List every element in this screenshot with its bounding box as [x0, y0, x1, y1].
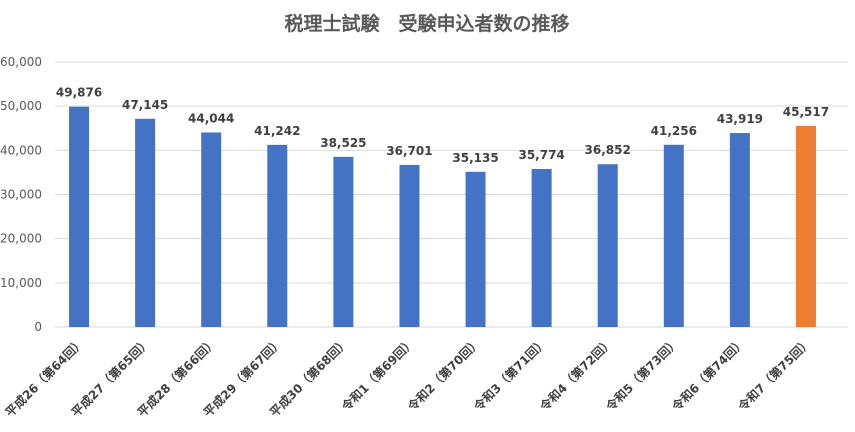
data-label: 38,525 [320, 136, 366, 150]
data-label: 44,044 [188, 111, 234, 125]
y-tick-label: 0 [34, 320, 42, 334]
bar [135, 118, 156, 328]
y-tick-label: 10,000 [0, 276, 42, 290]
y-tick-label: 30,000 [0, 188, 42, 202]
gridlines [55, 61, 848, 328]
data-label: 36,852 [585, 143, 631, 157]
bar [729, 133, 750, 327]
y-tick-label: 20,000 [0, 232, 42, 246]
data-label: 45,517 [783, 105, 829, 119]
bar [597, 164, 618, 327]
chart-title: 税理士試験 受験申込者数の推移 [284, 12, 569, 35]
bar [201, 132, 222, 327]
bar [531, 168, 552, 327]
data-label: 41,242 [254, 124, 300, 138]
data-label: 35,774 [518, 148, 564, 162]
data-label: 36,701 [386, 144, 432, 158]
x-axis-categories: 平成26（第64回）平成27（第65回）平成28（第66回）平成29（第67回）… [2, 335, 814, 420]
data-label: 35,135 [452, 151, 498, 165]
data-label: 41,256 [651, 124, 697, 138]
data-label: 49,876 [56, 86, 102, 100]
y-axis-ticks: 0 10,000 20,000 30,000 40,000 50,000 60,000 [0, 55, 42, 334]
bars [69, 106, 816, 328]
bar [795, 125, 816, 327]
bar [465, 171, 486, 327]
data-label: 47,145 [122, 98, 168, 112]
bar [267, 144, 288, 327]
data-label: 43,919 [717, 112, 763, 126]
bar [69, 106, 90, 328]
y-tick-label: 40,000 [0, 143, 42, 157]
data-labels: 49,876 47,145 44,044 41,242 38,525 36,701 35,1… [56, 86, 829, 165]
y-tick-label: 60,000 [0, 55, 42, 69]
bar [399, 164, 420, 327]
bar [663, 144, 684, 327]
bar [333, 156, 354, 327]
y-tick-label: 50,000 [0, 99, 42, 113]
